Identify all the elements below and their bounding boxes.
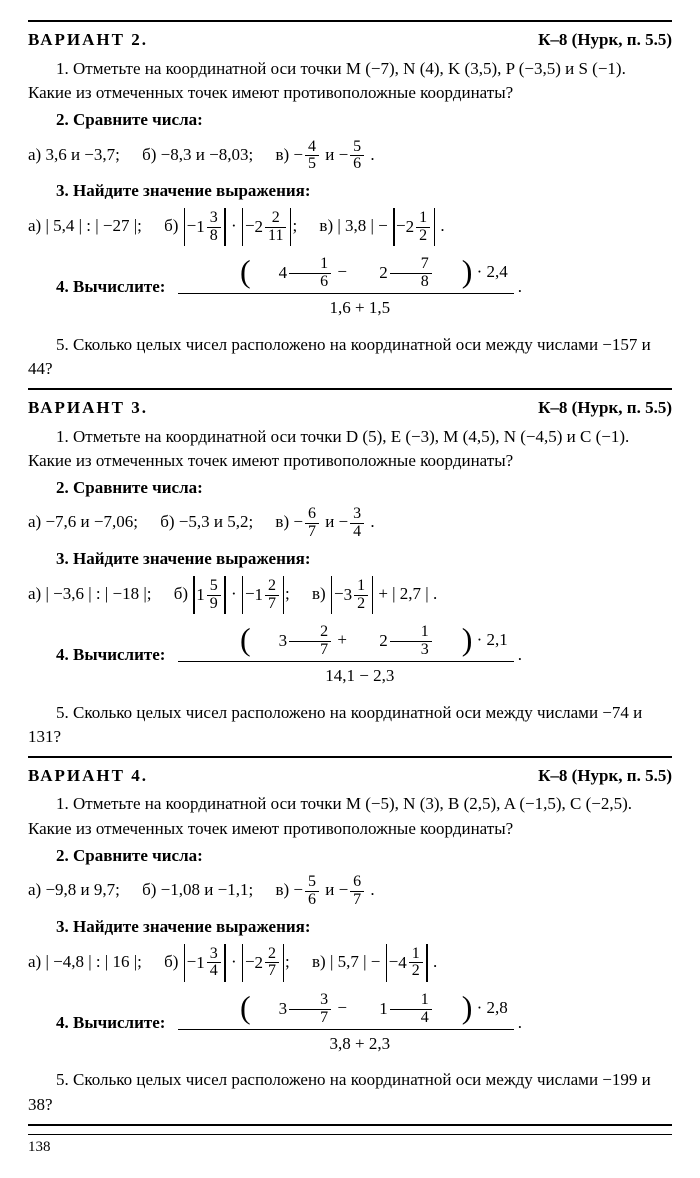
divider <box>28 1124 672 1126</box>
task5: 5. Сколько целых чисел расположено на ко… <box>28 333 672 382</box>
variant-ref: К–8 (Нурк, п. 5.5) <box>538 28 672 53</box>
task3-items: а) | −4,8 | : | 16 |; б) −134 · −227; в)… <box>28 946 672 981</box>
task1: 1. Отметьте на координатной оси точки M … <box>28 57 672 106</box>
task3-head: 3. Найдите значение выражения: <box>28 547 672 572</box>
task1: 1. Отметьте на координатной оси точки M … <box>28 792 672 841</box>
task2-head: 2. Сравните числа: <box>28 844 672 869</box>
task5: 5. Сколько целых чисел расположено на ко… <box>28 1068 672 1117</box>
variant-ref: К–8 (Нурк, п. 5.5) <box>538 764 672 789</box>
task2-items: а) −7,6 и −7,06; б) −5,3 и 5,2; в) −67 и… <box>28 506 672 541</box>
variant-3-block: ВАРИАНТ 3. К–8 (Нурк, п. 5.5) 1. Отметьт… <box>28 388 672 750</box>
task4: 4. Вычислите: (337 − 114) · 2,8 3,8 + 2,… <box>28 986 672 1062</box>
task5: 5. Сколько целых чисел расположено на ко… <box>28 701 672 750</box>
task4: 4. Вычислите: (327 + 213) · 2,1 14,1 − 2… <box>28 618 672 694</box>
variant-ref: К–8 (Нурк, п. 5.5) <box>538 396 672 421</box>
task4: 4. Вычислите: (416 − 278) · 2,4 1,6 + 1,… <box>28 250 672 326</box>
task2-items: а) 3,6 и −3,7; б) −8,3 и −8,03; в) −45 и… <box>28 139 672 174</box>
task2-items: а) −9,8 и 9,7; б) −1,08 и −1,1; в) −56 и… <box>28 874 672 909</box>
variant-title: ВАРИАНТ 4. <box>28 764 148 789</box>
task2-head: 2. Сравните числа: <box>28 476 672 501</box>
task1: 1. Отметьте на координатной оси точки D … <box>28 425 672 474</box>
variant-2-block: ВАРИАНТ 2. К–8 (Нурк, п. 5.5) 1. Отметьт… <box>28 20 672 382</box>
task3-head: 3. Найдите значение выражения: <box>28 915 672 940</box>
task2-head: 2. Сравните числа: <box>28 108 672 133</box>
task3-items: а) | 5,4 | : | −27 |; б) −138 · −2211; в… <box>28 210 672 245</box>
task3-items: а) | −3,6 | : | −18 |; б) 159 · −127; в)… <box>28 578 672 613</box>
variant-4-block: ВАРИАНТ 4. К–8 (Нурк, п. 5.5) 1. Отметьт… <box>28 756 672 1118</box>
variant-title: ВАРИАНТ 2. <box>28 28 148 53</box>
variant-title: ВАРИАНТ 3. <box>28 396 148 421</box>
task3-head: 3. Найдите значение выражения: <box>28 179 672 204</box>
page-number: 138 <box>28 1134 672 1159</box>
